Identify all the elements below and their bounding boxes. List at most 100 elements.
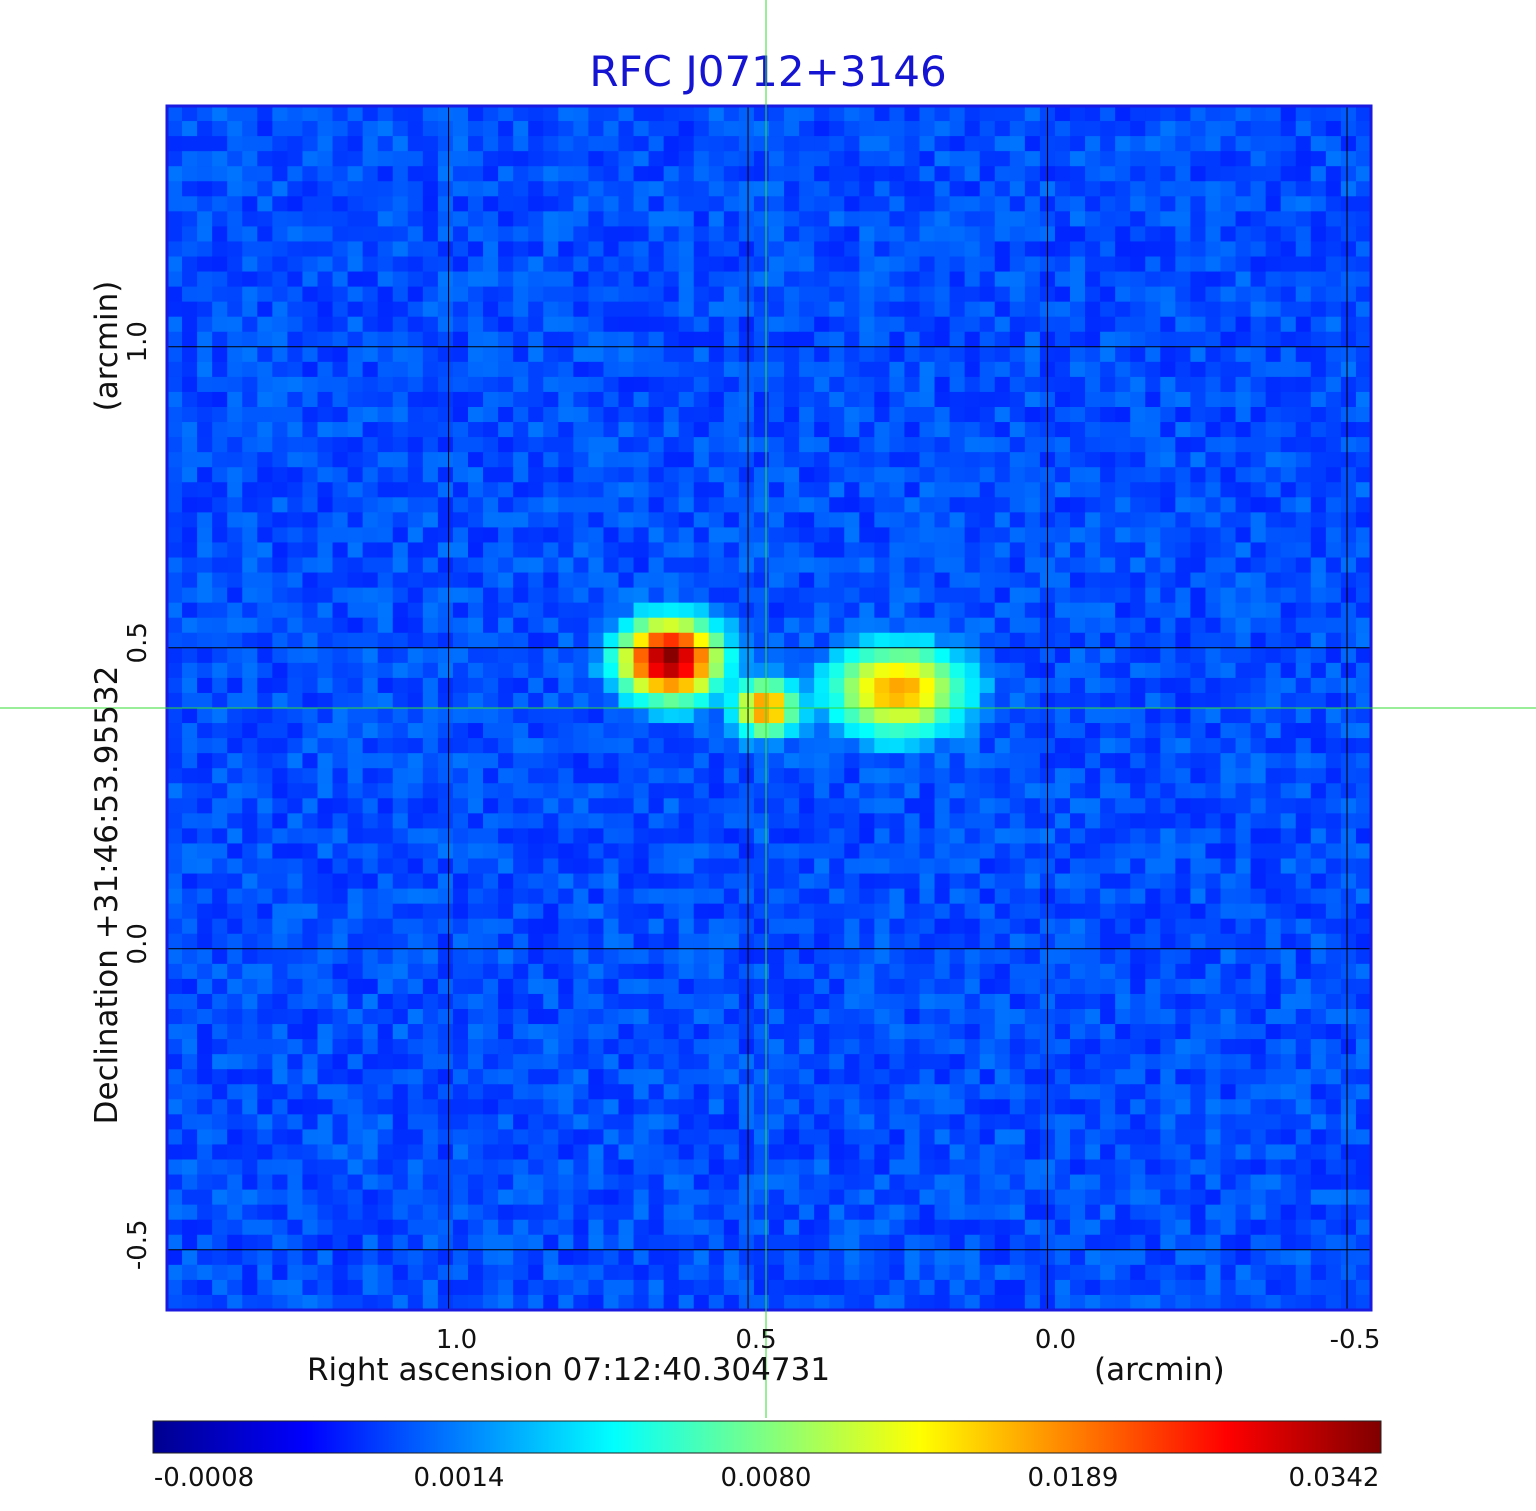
heatmap-cell [1024, 918, 1041, 935]
heatmap-cell [182, 963, 198, 980]
heatmap-cell [407, 978, 424, 995]
heatmap-cell [964, 316, 981, 333]
heatmap-cell [844, 542, 860, 559]
heatmap-cell [1085, 422, 1101, 438]
heatmap-cell [1220, 828, 1237, 845]
heatmap-cell [1175, 376, 1191, 393]
heatmap-cell [1054, 497, 1071, 513]
heatmap-cell [844, 1024, 860, 1040]
heatmap-cell [769, 256, 785, 273]
heatmap-cell [317, 993, 334, 1010]
heatmap-cell [1250, 738, 1267, 754]
heatmap-cell [1054, 783, 1071, 799]
heatmap-cell [934, 768, 951, 784]
heatmap-cell [1325, 196, 1342, 212]
heatmap-cell [483, 993, 499, 1010]
heatmap-cell [814, 873, 830, 890]
heatmap-cell [212, 151, 228, 167]
heatmap-cell [979, 963, 996, 980]
heatmap-cell [934, 798, 951, 814]
heatmap-cell [949, 662, 966, 679]
heatmap-cell [332, 106, 349, 122]
heatmap-cell [1085, 918, 1101, 935]
heatmap-cell [1070, 798, 1086, 814]
heatmap-cell [317, 151, 334, 167]
heatmap-cell [753, 723, 770, 739]
heatmap-cell [1009, 542, 1026, 559]
heatmap-cell [964, 753, 981, 769]
heatmap-cell [422, 647, 439, 664]
heatmap-cell [1054, 813, 1071, 829]
heatmap-cell [994, 422, 1011, 438]
heatmap-cell [1325, 106, 1342, 122]
heatmap-cell [272, 557, 288, 574]
heatmap-cell [573, 407, 589, 423]
heatmap-cell [332, 512, 349, 528]
heatmap-cell [302, 391, 319, 408]
heatmap-cell [723, 888, 740, 905]
heatmap-cell [1115, 422, 1131, 438]
heatmap-cell [844, 376, 860, 393]
heatmap-cell [1130, 1024, 1146, 1040]
heatmap-cell [377, 542, 394, 559]
heatmap-cell [468, 121, 484, 137]
heatmap-cell [1175, 407, 1191, 423]
heatmap-cell [392, 271, 409, 288]
heatmap-cell [498, 632, 514, 649]
heatmap-cell [979, 903, 996, 920]
heatmap-cell [1009, 587, 1026, 604]
heatmap-cell [1295, 933, 1312, 950]
heatmap-cell [573, 753, 589, 769]
heatmap-cell [663, 256, 680, 273]
heatmap-cell [1054, 121, 1071, 137]
heatmap-cell [1265, 407, 1282, 423]
heatmap-cell [889, 437, 906, 453]
heatmap-cell [377, 1039, 394, 1055]
heatmap-cell [859, 677, 875, 694]
heatmap-cell [648, 121, 665, 137]
heatmap-cell [1009, 422, 1026, 438]
heatmap-cell [437, 467, 454, 483]
heatmap-cell [603, 361, 620, 378]
heatmap-cell [799, 903, 815, 920]
heatmap-cell [242, 346, 258, 363]
heatmap-cell [332, 768, 349, 784]
heatmap-cell [1325, 798, 1342, 814]
heatmap-cell [452, 587, 469, 604]
heatmap-cell [1310, 527, 1327, 544]
heatmap-cell [693, 843, 710, 860]
heatmap-cell [528, 196, 544, 212]
heatmap-cell [242, 632, 258, 649]
heatmap-cell [874, 677, 890, 694]
heatmap-cell [1220, 256, 1237, 273]
heatmap-cell [543, 557, 559, 574]
heatmap-cell [1280, 151, 1297, 167]
heatmap-cell [588, 602, 605, 619]
heatmap-cell [994, 376, 1011, 393]
heatmap-cell [212, 1009, 228, 1025]
heatmap-cell [1145, 948, 1161, 965]
heatmap-cell [483, 677, 499, 694]
heatmap-cell [558, 617, 574, 634]
heatmap-cell [814, 151, 830, 167]
heatmap-cell [1085, 241, 1101, 258]
heatmap-cell [934, 572, 951, 589]
heatmap-cell [362, 1024, 379, 1040]
heatmap-cell [1310, 286, 1327, 303]
heatmap-cell [302, 452, 319, 468]
heatmap-cell [528, 903, 544, 920]
heatmap-cell [573, 828, 589, 845]
heatmap-cell [1310, 602, 1327, 619]
heatmap-cell [618, 482, 635, 498]
heatmap-cell [1085, 677, 1101, 694]
heatmap-cell [1220, 407, 1237, 423]
heatmap-cell [1145, 316, 1161, 333]
heatmap-cell [558, 211, 574, 227]
heatmap-cell [1160, 858, 1176, 875]
heatmap-cell [1070, 843, 1086, 860]
heatmap-cell [1175, 271, 1191, 288]
heatmap-cell [317, 181, 334, 197]
heatmap-cell [332, 632, 349, 649]
heatmap-cell [1250, 166, 1267, 182]
heatmap-cell [392, 933, 409, 950]
